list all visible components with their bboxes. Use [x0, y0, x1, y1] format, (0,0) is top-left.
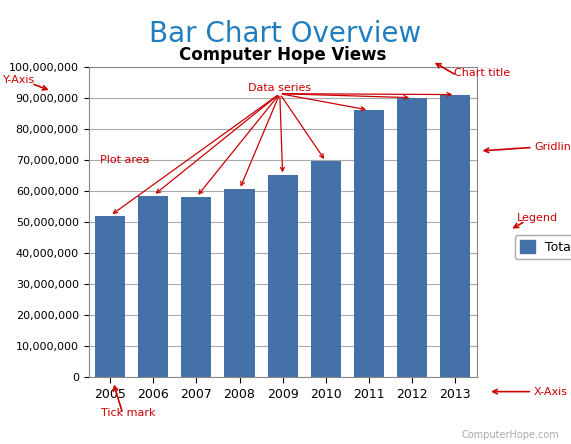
Text: X-Axis: X-Axis — [534, 387, 568, 396]
Text: Chart title: Chart title — [454, 68, 510, 78]
Bar — [95, 216, 125, 377]
Title: Computer Hope Views: Computer Hope Views — [179, 46, 387, 63]
Bar — [224, 190, 255, 377]
Text: ComputerHope.com: ComputerHope.com — [462, 429, 560, 440]
Bar — [311, 162, 341, 377]
Text: Bar Chart Overview: Bar Chart Overview — [150, 20, 421, 48]
Legend: Total: Total — [515, 235, 571, 259]
Text: Data series: Data series — [248, 83, 311, 93]
Bar — [354, 110, 384, 377]
Bar — [440, 95, 471, 377]
Text: Y-Axis: Y-Axis — [3, 75, 35, 85]
Text: Gridline: Gridline — [534, 143, 571, 152]
Bar — [397, 98, 427, 377]
Text: Plot area: Plot area — [100, 155, 150, 165]
Bar — [138, 196, 168, 377]
Bar — [181, 197, 211, 377]
Bar — [268, 175, 297, 377]
Text: Legend: Legend — [517, 213, 558, 222]
Text: Tick mark: Tick mark — [101, 408, 156, 418]
